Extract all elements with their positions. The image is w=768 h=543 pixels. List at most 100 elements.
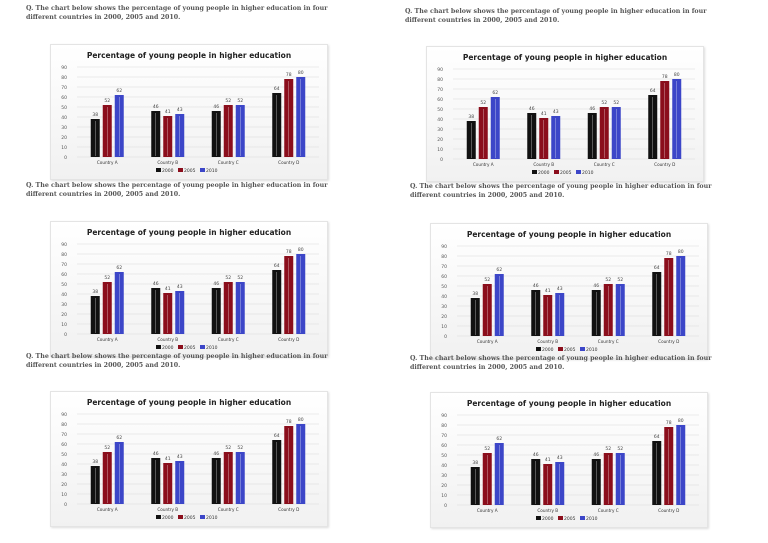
legend-label: 2005 [184,515,196,521]
legend-swatch [536,347,541,351]
y-tick-label: 80 [61,252,67,258]
data-label: 64 [654,434,660,440]
x-category-label: Country D [658,339,679,344]
data-label: 52 [104,275,110,281]
x-category-label: Country C [218,337,239,342]
data-label: 80 [298,247,304,253]
bar-chart: Percentage of young people in higher edu… [61,228,319,351]
y-tick-label: 0 [444,503,447,509]
data-label: 52 [484,446,490,452]
data-label: 80 [674,72,680,78]
question-text: Q. The chart below shows the percentage … [26,5,328,21]
question-text: Q. The chart below shows the percentage … [26,353,328,369]
y-tick-label: 90 [61,242,67,248]
data-label: 52 [225,98,231,104]
y-tick-label: 70 [61,432,67,438]
data-label: 38 [92,112,98,118]
y-tick-label: 80 [437,77,443,83]
y-tick-label: 20 [441,314,447,320]
y-tick-label: 90 [441,244,447,250]
data-label: 43 [553,109,559,115]
x-category-label: Country B [537,508,558,513]
bar-chart: Percentage of young people in higher edu… [441,399,699,522]
y-tick-label: 60 [61,95,67,101]
legend-swatch [178,345,183,349]
data-label: 64 [654,265,660,271]
data-label: 52 [225,445,231,451]
data-label: 80 [298,70,304,76]
chart-panel: Percentage of young people in higher edu… [50,44,328,180]
data-label: 52 [104,445,110,451]
y-tick-label: 80 [61,422,67,428]
x-category-label: Country C [598,508,619,513]
data-label: 38 [468,114,474,120]
chart-panel: Percentage of young people in higher edu… [50,391,328,527]
data-label: 52 [601,100,607,106]
x-category-label: Country A [97,507,118,512]
chart-title: Percentage of young people in higher edu… [87,398,291,407]
chart-panel: Percentage of young people in higher edu… [426,46,704,182]
data-label: 78 [286,249,292,255]
y-tick-label: 0 [444,334,447,340]
y-tick-label: 20 [437,137,443,143]
y-tick-label: 70 [61,262,67,268]
data-label: 78 [662,74,668,80]
y-tick-label: 30 [61,302,67,308]
x-category-label: Country C [598,339,619,344]
data-label: 52 [617,277,623,283]
data-label: 38 [92,459,98,465]
y-tick-label: 40 [441,294,447,300]
data-label: 78 [286,72,292,78]
data-label: 41 [541,111,547,117]
y-tick-label: 50 [61,105,67,111]
x-category-label: Country A [473,162,494,167]
data-label: 41 [165,286,171,292]
legend-swatch [178,168,183,172]
y-tick-label: 50 [441,453,447,459]
y-tick-label: 40 [61,115,67,121]
y-tick-label: 90 [61,65,67,71]
y-tick-label: 70 [441,433,447,439]
x-category-label: Country C [218,507,239,512]
data-label: 52 [605,446,611,452]
data-label: 52 [237,98,243,104]
data-label: 38 [472,291,478,297]
legend-label: 2010 [206,345,218,351]
y-tick-label: 0 [440,157,443,163]
y-tick-label: 10 [441,493,447,499]
y-tick-label: 50 [441,284,447,290]
legend-swatch [536,516,541,520]
question-text: Q. The chart below shows the percentage … [410,183,712,199]
data-label: 41 [545,457,551,463]
y-tick-label: 60 [61,442,67,448]
data-label: 46 [589,106,595,112]
data-label: 62 [492,90,498,96]
y-tick-label: 60 [61,272,67,278]
legend-swatch [532,170,537,174]
y-tick-label: 10 [61,492,67,498]
x-category-label: Country D [654,162,675,167]
bar-chart: Percentage of young people in higher edu… [61,51,319,174]
bar-chart: Percentage of young people in higher edu… [441,230,699,353]
legend-swatch [156,515,161,519]
legend-swatch [580,516,585,520]
x-category-label: Country D [278,337,299,342]
x-category-label: Country A [97,160,118,165]
y-tick-label: 50 [61,282,67,288]
data-label: 46 [533,452,539,458]
y-tick-label: 10 [441,324,447,330]
legend-swatch [558,516,563,520]
chart-title: Percentage of young people in higher edu… [463,53,667,62]
data-label: 46 [213,451,219,457]
data-label: 52 [617,446,623,452]
legend-swatch [200,168,205,172]
data-label: 41 [165,456,171,462]
y-tick-label: 70 [441,264,447,270]
y-tick-label: 0 [64,332,67,338]
data-label: 64 [274,86,280,92]
data-label: 46 [213,104,219,110]
x-category-label: Country B [157,337,178,342]
legend-swatch [576,170,581,174]
legend-label: 2000 [162,168,174,174]
data-label: 41 [165,109,171,115]
